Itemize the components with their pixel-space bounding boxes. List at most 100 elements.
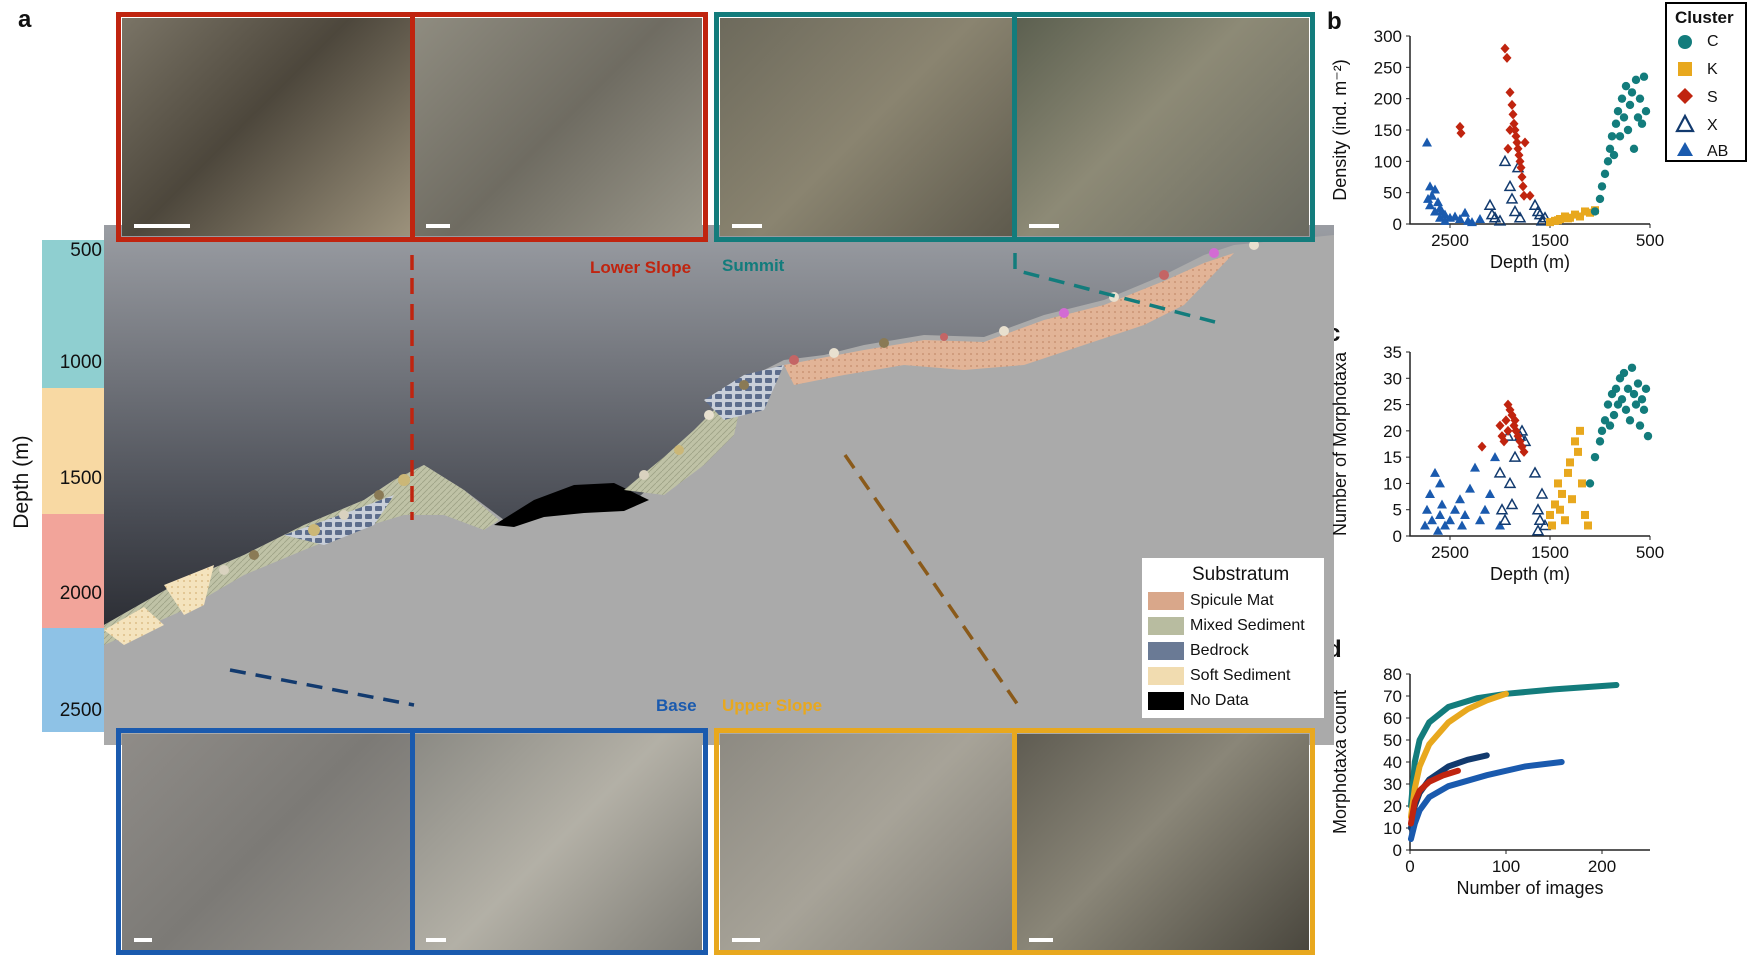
point-c <box>1625 100 1635 110</box>
point-x <box>1493 214 1507 226</box>
point-x <box>1503 476 1517 489</box>
point-x <box>1508 450 1522 462</box>
point-ab <box>1435 478 1445 488</box>
point-c <box>1629 389 1639 399</box>
point-ab <box>1465 483 1475 493</box>
point-ab <box>1457 520 1467 530</box>
chart-axes <box>1409 674 1650 851</box>
point-x <box>1503 179 1517 192</box>
point-ab <box>1435 509 1445 519</box>
y-tick-label: 20 <box>1383 797 1402 816</box>
point-k <box>1564 468 1572 477</box>
point-c <box>1631 400 1641 409</box>
cluster-legend-markers <box>1675 35 1695 156</box>
point-c <box>1631 75 1641 85</box>
curve-c <box>1407 682 1620 809</box>
curve-s <box>1407 767 1461 827</box>
point-ab <box>1422 504 1432 514</box>
point-x <box>1538 211 1552 223</box>
panel-letter-a: a <box>18 6 32 33</box>
point-k <box>1566 458 1574 467</box>
point-s <box>1519 190 1529 201</box>
depth-tick-2500: 2500 <box>59 700 102 721</box>
cluster-marker-x <box>1675 113 1695 133</box>
point-ab <box>1440 215 1450 225</box>
point-c <box>1633 379 1643 388</box>
y-tick-label: 15 <box>1383 448 1402 467</box>
point-ab <box>1455 213 1465 223</box>
point-c <box>1605 144 1615 153</box>
base-soft-sediment-2 <box>164 565 214 615</box>
cluster-marker-s <box>1677 88 1693 104</box>
point-k <box>1554 479 1562 488</box>
point-s <box>1507 99 1517 110</box>
y-axis-label: Density (ind. m⁻²) <box>1330 59 1350 201</box>
point-s <box>1512 137 1522 148</box>
y-tick-label: 40 <box>1383 753 1402 772</box>
point-x <box>1538 518 1552 531</box>
point-ab <box>1470 462 1480 472</box>
y-tick-label: 150 <box>1374 121 1402 140</box>
point-s <box>1510 125 1520 135</box>
cluster-marker-c <box>1678 35 1692 49</box>
cluster-marker-ab <box>1677 142 1693 156</box>
point-c <box>1639 72 1649 81</box>
point-c <box>1595 437 1605 446</box>
point-x <box>1493 466 1507 478</box>
legend-swatch-bedrock <box>1148 642 1184 660</box>
point-s <box>1511 425 1521 436</box>
point-c <box>1603 400 1613 409</box>
y-tick-label: 200 <box>1374 90 1402 109</box>
y-tick-label: 0 <box>1393 215 1402 234</box>
point-k <box>1586 208 1594 217</box>
point-s <box>1519 446 1529 457</box>
point-c <box>1635 94 1645 103</box>
point-c <box>1637 119 1647 128</box>
point-x <box>1531 524 1545 536</box>
photo-lower-slope-1 <box>122 18 410 236</box>
point-s <box>1518 181 1528 192</box>
point-s <box>1510 415 1520 426</box>
point-x <box>1535 487 1549 499</box>
no-data-area <box>494 483 649 527</box>
point-c <box>1617 94 1627 103</box>
point-c <box>1627 363 1637 372</box>
point-k <box>1556 505 1564 514</box>
point-k <box>1551 500 1559 509</box>
legend-label-spicule-mat: Spicule Mat <box>1190 592 1274 609</box>
point-k <box>1546 510 1554 519</box>
point-s <box>1501 415 1511 426</box>
point-ab <box>1422 137 1432 147</box>
point-ab <box>1460 509 1470 519</box>
y-tick-label: 250 <box>1374 58 1402 77</box>
point-c <box>1613 107 1623 116</box>
point-c <box>1617 395 1627 404</box>
point-k <box>1564 214 1572 223</box>
point-s <box>1511 131 1521 142</box>
point-c <box>1635 421 1645 430</box>
point-x <box>1498 513 1512 525</box>
point-ab <box>1490 452 1500 462</box>
y-tick-label: 35 <box>1383 343 1402 362</box>
point-c <box>1623 125 1633 135</box>
point-c <box>1639 405 1649 415</box>
x-tick-label: 500 <box>1636 543 1664 562</box>
cluster-marker-k <box>1678 62 1692 76</box>
lower-slope-mixed-sediment <box>104 465 499 645</box>
point-s <box>1507 410 1517 421</box>
point-s <box>1500 43 1510 54</box>
x-axis-label: Number of images <box>1456 878 1603 898</box>
point-k <box>1576 426 1584 435</box>
cluster-label-s: S <box>1707 89 1718 106</box>
upper-slope-bedrock <box>704 365 784 420</box>
point-ab <box>1440 209 1450 219</box>
substratum-legend: Substratum Spicule Mat Mixed Sediment Be… <box>1142 558 1324 718</box>
point-c <box>1595 194 1605 204</box>
chart-morphotaxa: 0 5 10 15 20 25 30 35 2500 1500 500 Depth (m) Number… <box>1330 343 1664 584</box>
point-x <box>1533 513 1547 525</box>
legend-label-soft-sediment: Soft Sediment <box>1190 667 1291 684</box>
point-c <box>1609 410 1619 420</box>
photo-summit-1 <box>720 18 1012 236</box>
point-c <box>1625 416 1635 425</box>
